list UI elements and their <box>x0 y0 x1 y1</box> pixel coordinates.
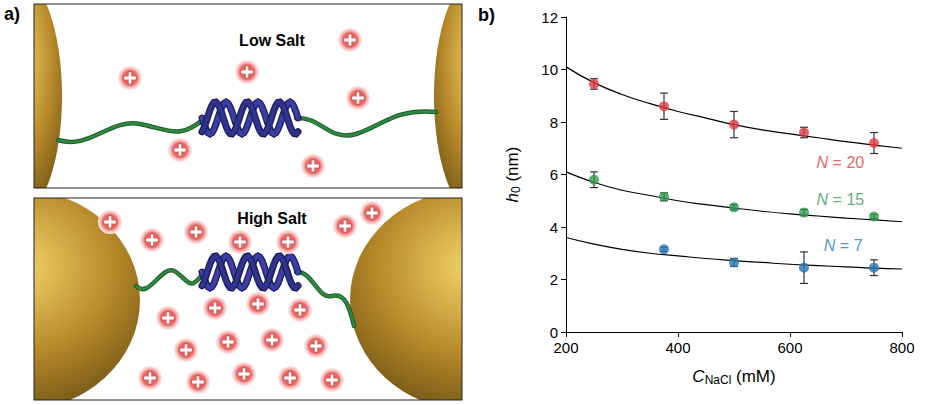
svg-text:0: 0 <box>509 186 523 193</box>
svg-text:b): b) <box>478 5 495 25</box>
svg-text:High Salt: High Salt <box>237 210 307 227</box>
svg-text:6: 6 <box>550 166 558 183</box>
svg-text:N: N <box>824 237 836 254</box>
svg-text:NaCl: NaCl <box>705 373 732 387</box>
svg-text:a): a) <box>4 4 20 24</box>
svg-text:2: 2 <box>550 271 558 288</box>
svg-text:Low Salt: Low Salt <box>239 32 305 49</box>
svg-text:(nm): (nm) <box>503 147 522 187</box>
svg-text:200: 200 <box>553 339 578 356</box>
svg-text:8: 8 <box>550 114 558 131</box>
svg-text:N: N <box>817 191 829 208</box>
svg-text:12: 12 <box>541 9 558 26</box>
svg-text:h: h <box>503 193 522 202</box>
svg-text:0: 0 <box>550 324 558 341</box>
svg-text:N: N <box>817 154 829 171</box>
svg-text:C: C <box>692 367 705 386</box>
svg-text:800: 800 <box>889 339 914 356</box>
svg-text:= 20: = 20 <box>828 154 864 171</box>
svg-text:= 7: = 7 <box>835 237 862 254</box>
svg-text:4: 4 <box>550 219 558 236</box>
svg-text:400: 400 <box>665 339 690 356</box>
svg-text:600: 600 <box>777 339 802 356</box>
svg-text:= 15: = 15 <box>828 191 864 208</box>
svg-text:(mM): (mM) <box>731 367 775 386</box>
svg-text:10: 10 <box>541 61 558 78</box>
